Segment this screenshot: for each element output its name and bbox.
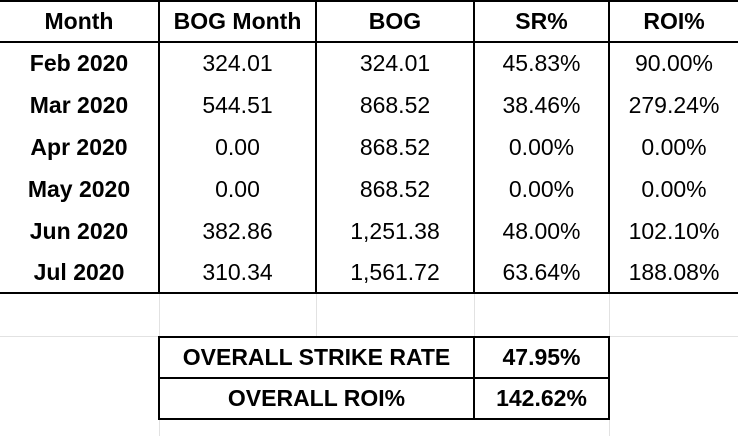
header-roi: ROI%: [643, 8, 705, 34]
bog-month-cell: 544.51: [202, 91, 273, 118]
summary-border: [158, 377, 610, 379]
table-border: [315, 0, 317, 294]
bog-month-cell: 0.00: [215, 133, 260, 160]
bog-cell: 868.52: [359, 175, 431, 202]
table-border: [0, 41, 738, 43]
table-border: [0, 292, 738, 294]
summary-border: [158, 336, 160, 420]
bog-month-cell: 0.00: [215, 175, 260, 202]
bog-cell: 868.52: [359, 133, 431, 160]
month-cell: Feb 2020: [29, 50, 129, 76]
roi-cell: 279.24%: [628, 91, 720, 118]
month-cell: May 2020: [27, 175, 131, 202]
bog-month-cell: 310.34: [202, 258, 273, 285]
sr-cell: 0.00%: [508, 133, 575, 160]
summary-border: [158, 336, 610, 338]
header-bog-month: BOG Month: [173, 8, 302, 34]
overall-roi-label: OVERALL ROI%: [227, 385, 406, 411]
month-cell: Jun 2020: [29, 217, 129, 244]
bog-cell: 1,251.38: [350, 217, 440, 244]
header-bog: BOG: [368, 8, 422, 34]
gridline: [474, 294, 475, 336]
roi-cell: 0.00%: [641, 175, 707, 202]
overall-strike-rate-value: 47.95%: [502, 344, 581, 370]
table-border: [473, 0, 475, 294]
bog-cell: 1,561.72: [350, 258, 440, 285]
bog-cell: 324.01: [359, 50, 431, 76]
sr-cell: 0.00%: [508, 175, 575, 202]
roi-cell: 188.08%: [628, 258, 720, 285]
table-border: [608, 0, 610, 294]
overall-strike-rate-label: OVERALL STRIKE RATE: [182, 344, 451, 370]
header-month: Month: [44, 8, 114, 34]
bog-month-cell: 382.86: [202, 217, 273, 244]
sr-cell: 45.83%: [502, 50, 581, 76]
overall-roi-value: 142.62%: [496, 385, 587, 411]
sr-cell: 38.46%: [502, 91, 581, 118]
gridline: [316, 294, 317, 336]
summary-border: [473, 336, 475, 420]
summary-border: [608, 336, 610, 420]
month-cell: Apr 2020: [30, 133, 128, 160]
sr-cell: 48.00%: [502, 217, 581, 244]
summary-border: [158, 418, 610, 420]
month-cell: Mar 2020: [29, 91, 129, 118]
header-sr: SR%: [515, 8, 568, 34]
month-cell: Jul 2020: [33, 258, 125, 285]
table-border: [158, 0, 160, 294]
roi-cell: 102.10%: [628, 217, 720, 244]
bog-month-cell: 324.01: [202, 50, 273, 76]
table-border: [0, 0, 738, 2]
sr-cell: 63.64%: [502, 258, 581, 285]
roi-cell: 0.00%: [641, 133, 707, 160]
roi-cell: 90.00%: [634, 50, 713, 76]
bog-cell: 868.52: [359, 91, 431, 118]
